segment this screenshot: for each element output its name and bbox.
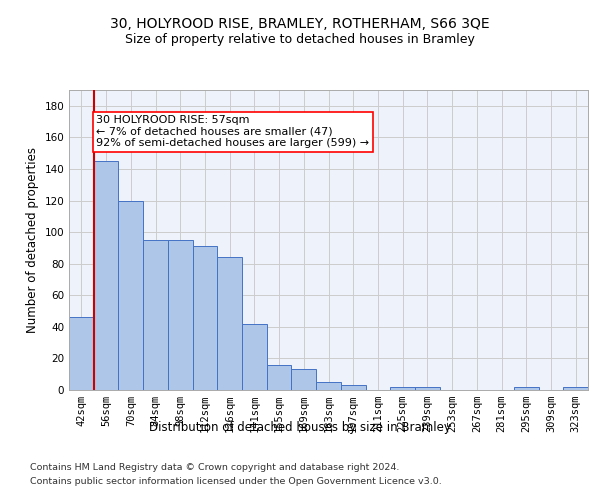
- Bar: [415, 387, 440, 390]
- Text: 30, HOLYROOD RISE, BRAMLEY, ROTHERHAM, S66 3QE: 30, HOLYROOD RISE, BRAMLEY, ROTHERHAM, S…: [110, 18, 490, 32]
- Bar: [341, 386, 365, 390]
- Bar: [143, 240, 168, 390]
- Text: Contains HM Land Registry data © Crown copyright and database right 2024.: Contains HM Land Registry data © Crown c…: [30, 464, 400, 472]
- Text: Contains public sector information licensed under the Open Government Licence v3: Contains public sector information licen…: [30, 477, 442, 486]
- Y-axis label: Number of detached properties: Number of detached properties: [26, 147, 39, 333]
- Bar: [193, 246, 217, 390]
- Bar: [316, 382, 341, 390]
- Bar: [390, 387, 415, 390]
- Bar: [217, 258, 242, 390]
- Bar: [514, 387, 539, 390]
- Bar: [94, 161, 118, 390]
- Text: Size of property relative to detached houses in Bramley: Size of property relative to detached ho…: [125, 32, 475, 46]
- Bar: [242, 324, 267, 390]
- Text: 30 HOLYROOD RISE: 57sqm
← 7% of detached houses are smaller (47)
92% of semi-det: 30 HOLYROOD RISE: 57sqm ← 7% of detached…: [96, 116, 370, 148]
- Bar: [292, 370, 316, 390]
- Bar: [267, 364, 292, 390]
- Text: Distribution of detached houses by size in Bramley: Distribution of detached houses by size …: [149, 421, 451, 434]
- Bar: [168, 240, 193, 390]
- Bar: [69, 318, 94, 390]
- Bar: [118, 200, 143, 390]
- Bar: [563, 387, 588, 390]
